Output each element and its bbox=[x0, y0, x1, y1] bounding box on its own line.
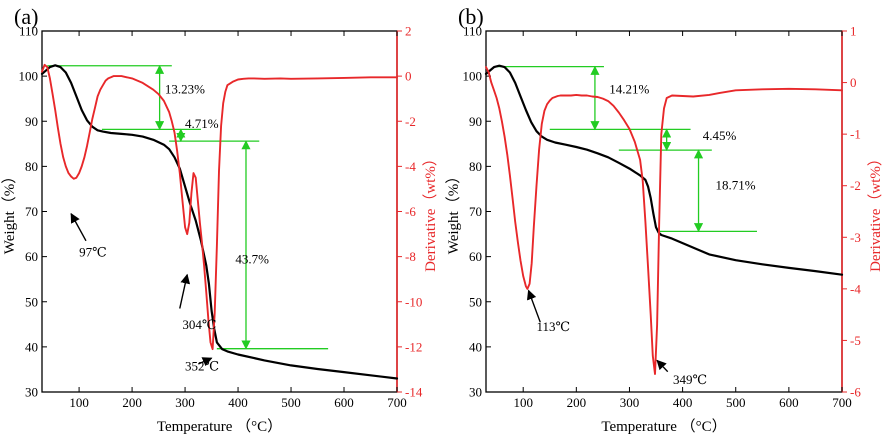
y-left-tick-label: 70 bbox=[469, 204, 482, 219]
y-right-tick-label: -3 bbox=[850, 230, 861, 245]
y-left-tick-label: 50 bbox=[25, 294, 38, 309]
y-right-tick-label: -6 bbox=[850, 385, 861, 400]
x-tick-label: 500 bbox=[281, 395, 301, 410]
x-axis-title: Temperature （°C） bbox=[157, 418, 282, 435]
y-left-tick-label: 100 bbox=[463, 69, 483, 84]
derivative-curve bbox=[485, 66, 843, 375]
chart-panel-1: 100 200 300 400 500 600 700 30 40 50 60 70 80 90 100 11… bbox=[1, 4, 439, 435]
y-right-tick-label: -4 bbox=[850, 281, 861, 296]
x-tick-label: 200 bbox=[122, 395, 142, 410]
y-right-tick-label: 0 bbox=[405, 69, 412, 84]
annotation-label: 97℃ bbox=[79, 245, 107, 260]
x-tick-label: 700 bbox=[832, 395, 852, 410]
annotation-label: 304℃ bbox=[182, 317, 216, 332]
y-left-tick-label: 90 bbox=[25, 114, 38, 129]
y-right-tick-label: -2 bbox=[405, 114, 416, 129]
x-axis-title: Temperature （°C） bbox=[601, 418, 726, 435]
y-right-tick-label: -10 bbox=[405, 294, 422, 309]
y-right-tick-label: -1 bbox=[850, 127, 861, 142]
y-left-tick-label: 80 bbox=[469, 159, 482, 174]
y-left-tick-label: 60 bbox=[25, 249, 38, 264]
y-left-tick-label: 80 bbox=[25, 159, 38, 174]
x-tick-label: 500 bbox=[726, 395, 746, 410]
y-right-tick-label: -5 bbox=[850, 333, 861, 348]
x-tick-label: 300 bbox=[175, 395, 195, 410]
annotation-label: 352℃ bbox=[185, 358, 219, 373]
y-left-axis-title: Weight（%） bbox=[445, 169, 462, 254]
peak-pointer-arrow bbox=[656, 359, 669, 373]
y-left-tick-label: 50 bbox=[469, 294, 482, 309]
y-right-tick-label: 0 bbox=[850, 75, 857, 90]
peak-pointer-arrow bbox=[526, 289, 541, 323]
annotation-label: 13.23% bbox=[165, 81, 205, 96]
x-tick-label: 100 bbox=[69, 395, 89, 410]
y-left-tick-label: 40 bbox=[25, 339, 38, 354]
panel-label: (a) bbox=[14, 4, 38, 29]
weight-curve bbox=[484, 64, 844, 276]
x-tick-label: 600 bbox=[779, 395, 799, 410]
y-right-axis-title: Derivative（wt%） bbox=[422, 151, 439, 272]
peak-pointer-arrow bbox=[179, 273, 191, 309]
y-right-tick-label: 2 bbox=[405, 24, 412, 39]
annotation-label: 113℃ bbox=[536, 319, 570, 334]
annotation-label: 43.7% bbox=[235, 251, 269, 266]
y-left-tick-label: 110 bbox=[19, 24, 38, 39]
annotation-label: 18.71% bbox=[716, 177, 756, 192]
x-tick-label: 100 bbox=[513, 395, 533, 410]
weight-curve bbox=[40, 64, 399, 380]
annotation-label: 4.45% bbox=[703, 128, 737, 143]
y-right-tick-label: -12 bbox=[405, 339, 422, 354]
x-tick-label: 700 bbox=[387, 395, 407, 410]
plot-frame bbox=[485, 30, 843, 393]
y-left-axis-title: Weight（%） bbox=[1, 169, 18, 254]
y-left-tick-label: 100 bbox=[19, 69, 39, 84]
y-right-tick-label: -6 bbox=[405, 204, 416, 219]
y-right-tick-label: -2 bbox=[850, 178, 861, 193]
peak-pointer-arrow bbox=[70, 212, 87, 242]
y-left-tick-label: 110 bbox=[463, 24, 482, 39]
x-tick-label: 400 bbox=[673, 395, 693, 410]
y-left-tick-label: 70 bbox=[25, 204, 38, 219]
y-right-axis-title: Derivative（wt%） bbox=[867, 151, 884, 272]
y-left-tick-label: 30 bbox=[25, 385, 38, 400]
plot-frame bbox=[41, 30, 398, 393]
x-tick-label: 400 bbox=[228, 395, 248, 410]
panel-label: (b) bbox=[458, 4, 484, 29]
y-right-tick-label: -8 bbox=[405, 249, 416, 264]
x-tick-label: 300 bbox=[620, 395, 640, 410]
x-tick-label: 600 bbox=[334, 395, 354, 410]
y-left-tick-label: 60 bbox=[469, 249, 482, 264]
derivative-curve bbox=[41, 63, 398, 351]
y-right-tick-label: -4 bbox=[405, 159, 416, 174]
chart-panel-2: 100 200 300 400 500 600 7003040506070809010011… bbox=[445, 4, 884, 435]
x-tick-label: 200 bbox=[567, 395, 587, 410]
annotation-label: 14.21% bbox=[609, 81, 649, 96]
y-right-tick-label: -14 bbox=[405, 385, 423, 400]
annotation-label: 4.71% bbox=[185, 116, 219, 131]
y-right-tick-label: 1 bbox=[850, 24, 857, 39]
y-left-tick-label: 40 bbox=[469, 339, 482, 354]
peak-pointer-arrow bbox=[198, 357, 213, 367]
y-left-tick-label: 30 bbox=[469, 385, 482, 400]
annotation-label: 349℃ bbox=[673, 372, 707, 387]
y-left-tick-label: 90 bbox=[469, 114, 482, 129]
